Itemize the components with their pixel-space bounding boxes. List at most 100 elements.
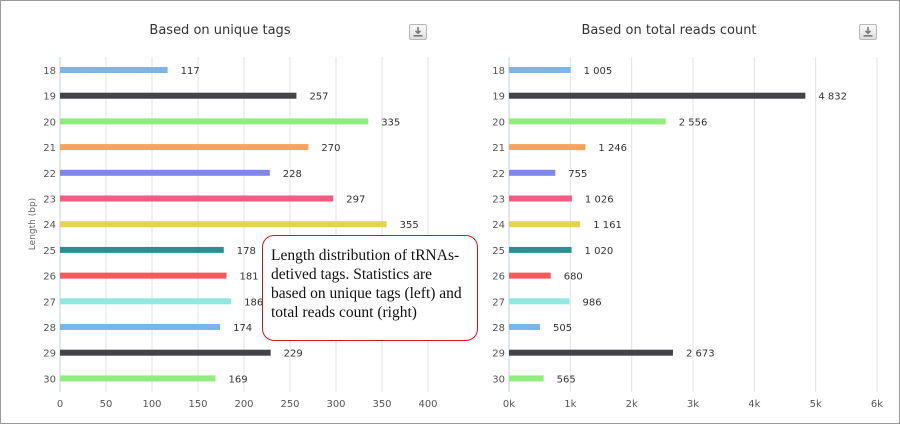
y-tick-label: 29	[43, 349, 56, 360]
bar	[60, 375, 216, 382]
bar	[60, 298, 232, 305]
x-tick-label: 50	[100, 399, 113, 410]
bar	[60, 169, 270, 176]
y-tick-label: 19	[43, 92, 56, 103]
bar	[509, 272, 551, 279]
bar	[60, 67, 168, 73]
x-tick-label: 6k	[871, 399, 883, 410]
y-tick-label: 24	[492, 220, 505, 231]
bar	[509, 144, 586, 151]
y-tick-label: 27	[492, 297, 505, 308]
bar-value-label: 1 005	[584, 66, 613, 77]
x-tick-label: 300	[326, 399, 345, 410]
bar-value-label: 228	[283, 169, 302, 180]
bar	[60, 144, 309, 151]
bar	[509, 118, 666, 125]
chart-title: Based on total reads count	[581, 23, 756, 38]
download-icon	[413, 27, 423, 37]
y-tick-label: 25	[43, 246, 56, 257]
y-tick-label: 29	[492, 349, 505, 360]
x-tick-label: 2k	[626, 399, 638, 410]
download-button-left[interactable]	[409, 24, 427, 40]
bar	[509, 298, 570, 305]
bar-value-label: 755	[568, 169, 587, 180]
x-tick-label: 150	[188, 399, 207, 410]
x-tick-label: 400	[418, 399, 437, 410]
x-tick-label: 0k	[503, 399, 515, 410]
bar	[509, 246, 572, 253]
bar-value-label: 1 020	[585, 246, 614, 257]
x-tick-label: 3k	[687, 399, 699, 410]
x-tick-label: 250	[280, 399, 299, 410]
bar	[60, 349, 271, 356]
bar	[60, 118, 369, 125]
y-tick-label: 20	[43, 117, 56, 128]
x-tick-label: 4k	[748, 399, 760, 410]
x-tick-label: 0	[57, 399, 63, 410]
x-tick-label: 1k	[564, 399, 576, 410]
bar-value-label: 186	[244, 297, 263, 308]
bar-value-label: 4 832	[818, 92, 847, 103]
bar	[60, 324, 221, 330]
bar	[509, 375, 544, 382]
bar	[509, 67, 571, 73]
bar	[509, 92, 806, 99]
bar-value-label: 2 673	[686, 349, 715, 360]
bar-value-label: 270	[321, 143, 340, 154]
bar	[60, 195, 334, 202]
bar-value-label: 1 161	[593, 220, 622, 231]
y-tick-label: 28	[43, 323, 56, 334]
y-tick-label: 28	[492, 323, 505, 334]
bar	[509, 195, 572, 202]
bar-value-label: 986	[582, 297, 601, 308]
chart-title: Based on unique tags	[149, 23, 290, 38]
bar	[509, 221, 581, 228]
y-tick-label: 26	[43, 272, 56, 283]
y-tick-label: 27	[43, 297, 56, 308]
bar-value-label: 335	[381, 117, 400, 128]
download-button-right[interactable]	[859, 24, 877, 40]
bar-value-label: 181	[240, 272, 259, 283]
bar	[509, 349, 673, 356]
y-tick-label: 24	[43, 220, 56, 231]
y-tick-label: 18	[43, 66, 56, 77]
y-tick-label: 23	[43, 195, 56, 206]
bar	[60, 272, 227, 279]
bar-value-label: 174	[233, 323, 252, 334]
y-tick-label: 30	[492, 374, 505, 385]
y-tick-label: 21	[43, 143, 56, 154]
bar-value-label: 297	[346, 195, 365, 206]
bar	[60, 221, 387, 228]
y-tick-label: 25	[492, 246, 505, 257]
bar	[60, 92, 297, 99]
y-tick-label: 18	[492, 66, 505, 77]
x-tick-label: 350	[372, 399, 391, 410]
bar-value-label: 169	[228, 374, 247, 385]
y-tick-label: 22	[492, 169, 505, 180]
x-tick-label: 100	[142, 399, 161, 410]
bar	[60, 246, 224, 253]
x-tick-label: 200	[234, 399, 253, 410]
bar-value-label: 229	[284, 349, 303, 360]
y-tick-label: 30	[43, 374, 56, 385]
download-icon	[863, 27, 873, 37]
bar-value-label: 680	[564, 272, 583, 283]
bar-value-label: 1 026	[585, 195, 614, 206]
y-tick-label: 26	[492, 272, 505, 283]
bar-value-label: 505	[553, 323, 572, 334]
y-tick-label: 19	[492, 92, 505, 103]
bar-value-label: 1 246	[598, 143, 627, 154]
y-tick-label: 22	[43, 169, 56, 180]
y-axis-title: Length (bp)	[28, 198, 38, 250]
bar-value-label: 178	[237, 246, 256, 257]
y-tick-label: 23	[492, 195, 505, 206]
bar	[509, 169, 556, 176]
caption-callout: Length distribution of tRNAs-detived tag…	[262, 235, 478, 341]
bar-value-label: 257	[309, 92, 328, 103]
bar-value-label: 565	[557, 374, 576, 385]
bar-value-label: 355	[400, 220, 419, 231]
x-tick-label: 5k	[810, 399, 822, 410]
bar-value-label: 117	[181, 66, 200, 77]
y-tick-label: 21	[492, 143, 505, 154]
